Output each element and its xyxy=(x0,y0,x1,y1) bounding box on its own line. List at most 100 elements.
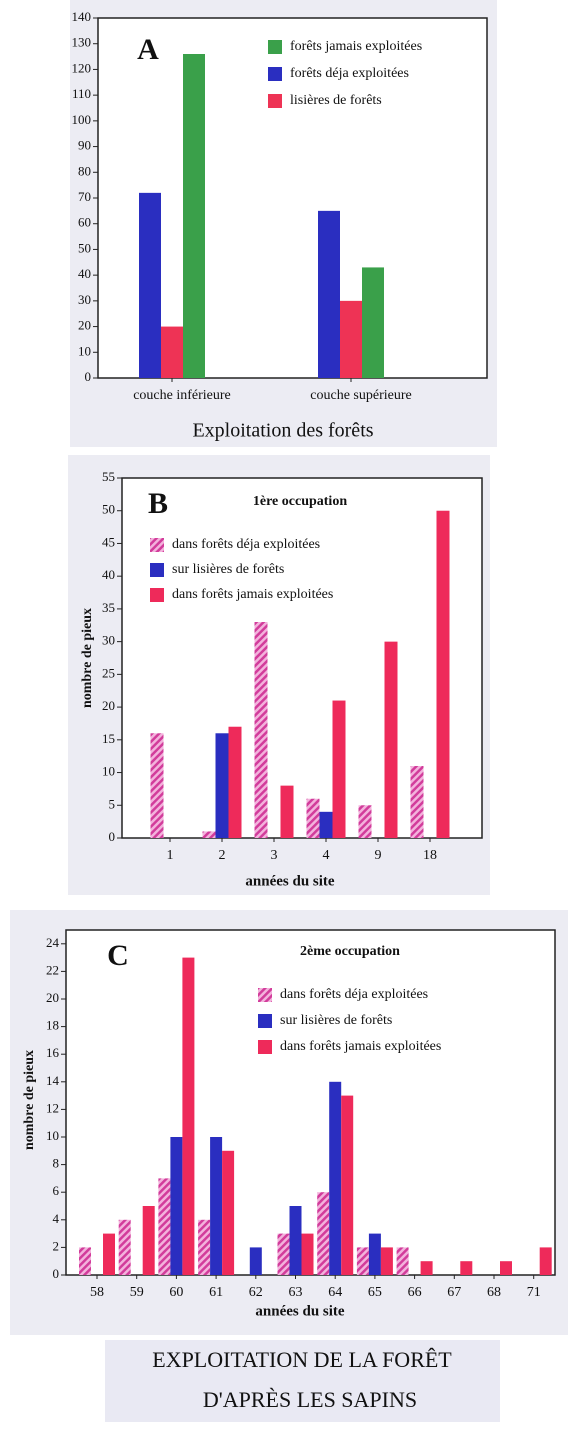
y-axis-label: nombre de pieux xyxy=(22,1050,37,1150)
y-tick-label: 5 xyxy=(109,796,116,811)
legend-swatch xyxy=(150,563,164,577)
bar xyxy=(318,210,340,378)
bar xyxy=(460,1261,473,1275)
y-tick-label: 30 xyxy=(102,633,115,648)
caption: D'APRÈS LES SAPINS xyxy=(203,1387,417,1412)
bar xyxy=(410,766,424,838)
x-tick-label: 66 xyxy=(408,1285,422,1300)
bar xyxy=(228,726,242,838)
y-tick-label: 120 xyxy=(72,60,92,75)
y-tick-label: 16 xyxy=(46,1045,60,1060)
legend-swatch xyxy=(258,988,272,1002)
x-tick-label: couche inférieure xyxy=(133,388,231,403)
panel-label: B xyxy=(148,487,168,520)
legend-label: sur lisières de forêts xyxy=(280,1013,392,1028)
y-tick-label: 10 xyxy=(46,1128,59,1143)
y-tick-label: 4 xyxy=(53,1211,60,1226)
legend-label: forêts déja exploitées xyxy=(290,66,409,81)
panel-label: C xyxy=(107,939,129,972)
y-tick-label: 14 xyxy=(46,1073,60,1088)
legend-swatch xyxy=(150,588,164,602)
x-axis-label: années du site xyxy=(255,1303,345,1319)
bar xyxy=(289,1206,302,1275)
bar xyxy=(500,1261,512,1275)
x-axis-label: années du site xyxy=(245,873,335,889)
x-tick-label: 59 xyxy=(130,1285,144,1300)
bar xyxy=(340,300,362,378)
legend-swatch xyxy=(268,67,282,81)
bar xyxy=(150,733,164,838)
chart-title: 2ème occupation xyxy=(300,944,400,959)
bar xyxy=(539,1247,552,1275)
y-tick-label: 110 xyxy=(72,86,91,101)
x-tick-label: 58 xyxy=(90,1285,104,1300)
legend-swatch xyxy=(268,40,282,54)
bar xyxy=(198,1219,211,1275)
y-tick-label: 60 xyxy=(78,215,91,230)
y-tick-label: 8 xyxy=(53,1156,60,1171)
bar xyxy=(142,1206,155,1275)
x-tick-label: 64 xyxy=(328,1285,342,1300)
x-tick-label: 61 xyxy=(209,1285,223,1300)
bar xyxy=(215,733,229,838)
y-tick-label: 50 xyxy=(78,240,91,255)
legend-label: dans forêts déja exploitées xyxy=(172,537,320,552)
bar xyxy=(420,1261,433,1275)
bar xyxy=(139,192,161,378)
caption-bg xyxy=(105,1340,500,1422)
y-tick-label: 140 xyxy=(72,9,92,24)
x-tick-label: 3 xyxy=(271,848,278,863)
x-tick-label: 63 xyxy=(289,1285,303,1300)
bar xyxy=(368,1233,381,1275)
bar xyxy=(210,1137,223,1275)
legend-label: lisières de forêts xyxy=(290,93,382,108)
bar xyxy=(362,267,384,378)
y-tick-label: 20 xyxy=(78,318,91,333)
y-tick-label: 22 xyxy=(46,962,59,977)
bar xyxy=(277,1233,290,1275)
plot-area xyxy=(97,17,488,379)
x-tick-label: 9 xyxy=(375,848,382,863)
caption: EXPLOITATION DE LA FORÊT xyxy=(152,1347,452,1372)
y-tick-label: 0 xyxy=(85,369,92,384)
y-tick-label: 6 xyxy=(53,1183,60,1198)
bar xyxy=(161,326,183,378)
chart-title: 1ère occupation xyxy=(253,494,347,509)
bar xyxy=(329,1081,342,1275)
legend-swatch xyxy=(258,1014,272,1028)
legend-label: forêts jamais exploitées xyxy=(290,39,422,54)
y-axis-label: nombre de pieux xyxy=(80,608,95,708)
plot-area xyxy=(121,477,483,839)
x-tick-label: 71 xyxy=(527,1285,541,1300)
y-tick-label: 12 xyxy=(46,1100,59,1115)
bar xyxy=(254,622,268,838)
y-tick-label: 70 xyxy=(78,189,91,204)
bar xyxy=(356,1247,369,1275)
bar xyxy=(249,1247,262,1275)
x-tick-label: 60 xyxy=(169,1285,183,1300)
legend-swatch xyxy=(150,538,164,552)
bar xyxy=(317,1192,330,1275)
bar xyxy=(436,510,450,838)
y-tick-label: 40 xyxy=(78,266,91,281)
x-tick-label: 65 xyxy=(368,1285,382,1300)
legend-label: sur lisières de forêts xyxy=(172,562,284,577)
panel-label: A xyxy=(137,33,159,66)
y-tick-label: 50 xyxy=(102,502,115,517)
y-tick-label: 35 xyxy=(102,600,115,615)
y-tick-label: 2 xyxy=(53,1238,60,1253)
legend-swatch xyxy=(258,1040,272,1054)
bar xyxy=(158,1178,171,1275)
y-tick-label: 25 xyxy=(102,665,115,680)
x-tick-label: 18 xyxy=(423,848,437,863)
bar xyxy=(79,1247,91,1275)
y-tick-label: 90 xyxy=(78,138,91,153)
bar xyxy=(332,700,346,838)
bar xyxy=(306,798,320,838)
x-tick-label: 4 xyxy=(323,848,330,863)
y-tick-label: 30 xyxy=(78,292,91,307)
legend-label: dans forêts jamais exploitées xyxy=(172,587,333,602)
bar xyxy=(202,831,216,838)
bar xyxy=(183,54,205,378)
